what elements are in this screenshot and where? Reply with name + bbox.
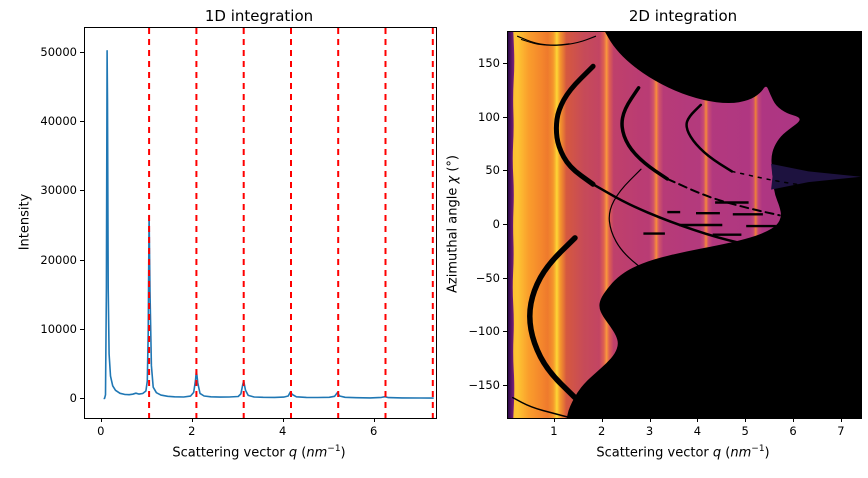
plot2d-xtick-2-mark — [649, 418, 651, 422]
plot2d-ytick-0-label: 150 — [478, 56, 500, 71]
plot2d-ytick-1-label: 100 — [478, 109, 500, 124]
plot1d-title: 1D integration — [204, 7, 314, 25]
plot2d-xtick-1-mark — [601, 418, 603, 422]
plot2d-ytick-4-label: −50 — [475, 270, 500, 285]
module-gap-arc-9 — [512, 396, 573, 418]
plot2d-axes — [507, 31, 862, 419]
module-gap-arc-3 — [620, 86, 670, 181]
plot1d-ytick-3-label: 30000 — [40, 183, 77, 198]
plot2d-xtick-2-label: 3 — [645, 424, 654, 438]
plot1d-xlabel: Scattering vector q (nm−1) — [172, 444, 346, 461]
plot2d-ytick-0-mark — [503, 63, 507, 65]
module-gap-arc-11 — [520, 39, 570, 46]
module-gap-arc-6 — [731, 170, 861, 194]
plot1d-ytick-1-label: 10000 — [40, 321, 77, 336]
plot2d-xtick-4-label: 5 — [741, 424, 749, 438]
plot2d-xtick-6-label: 7 — [837, 424, 845, 438]
plot2d-xtick-0-mark — [553, 418, 555, 422]
plot2d-xtick-0-label: 1 — [550, 424, 558, 438]
plot1d-xtick-0-mark — [100, 418, 102, 422]
plot2d-ytick-3-label: 0 — [492, 217, 500, 231]
beamstop-band — [508, 32, 515, 418]
module-gap-arc-5 — [685, 103, 734, 173]
plot2d-ytick-1-mark — [503, 116, 507, 118]
plot2d-xtick-3-label: 4 — [693, 424, 702, 438]
plot2d-ytick-2-mark — [503, 170, 507, 172]
module-gap-arc-7 — [608, 168, 644, 271]
plot1d-ytick-5-mark — [80, 51, 84, 53]
plot1d-xtick-1-mark — [191, 418, 193, 422]
plot2d-ytick-4-mark — [503, 277, 507, 279]
plot1d-xtick-3-label: 6 — [369, 424, 378, 438]
plot1d-ylabel: Intensity — [18, 194, 33, 251]
plot1d-axes — [84, 27, 437, 419]
plot2d-xtick-5-label: 6 — [789, 424, 797, 438]
plot2d-xtick-4-mark — [745, 418, 747, 422]
plot2d-title: 2D integration — [628, 7, 738, 25]
plot1d-xtick-1-label: 2 — [188, 424, 196, 438]
plot1d-ytick-3-mark — [80, 190, 84, 192]
plot2d-xtick-3-mark — [697, 418, 699, 422]
plot1d-ytick-0-label: 0 — [69, 390, 77, 405]
module-gap-arc-1 — [553, 63, 596, 187]
module-gap-arc-2 — [591, 183, 762, 249]
plot1d-xtick-2-mark — [282, 418, 284, 422]
plot2d-ytick-6-mark — [503, 384, 507, 386]
plot1d-xtick-2-label: 4 — [279, 424, 287, 438]
plot2d-ytick-5-mark — [503, 331, 507, 333]
ylabel-text: Intensity — [17, 193, 33, 251]
plot1d-ytick-1-mark — [80, 328, 84, 330]
plot2d-ytick-6-label: −150 — [468, 377, 500, 392]
plot1d-ytick-0-mark — [80, 397, 84, 399]
plot2d-xtick-6-mark — [840, 418, 842, 422]
plot2d-xtick-5-mark — [793, 418, 795, 422]
plot2d-xtick-1-label: 2 — [598, 424, 606, 438]
module-gap-arc-8 — [527, 235, 578, 401]
plot2d-ytick-3-mark — [503, 224, 507, 225]
plot2d-canvas — [508, 32, 861, 418]
plot2d-ytick-2-label: 50 — [485, 163, 500, 178]
plot1d-ytick-4-label: 40000 — [40, 114, 77, 129]
plot2d-ytick-5-label: −100 — [468, 324, 500, 339]
plot1d-ytick-4-mark — [80, 121, 84, 123]
plot1d-ytick-5-label: 50000 — [40, 44, 77, 59]
plot1d-xtick-3-mark — [373, 418, 375, 422]
ring-stripe-1 — [547, 32, 567, 418]
detector-mask — [566, 32, 861, 418]
plot1d-ytick-2-label: 20000 — [40, 252, 77, 267]
plot2d-xlabel: Scattering vector q (nm−1) — [596, 444, 770, 461]
intensity-curve — [103, 50, 434, 400]
plot1d-xtick-0-label: 0 — [97, 424, 105, 438]
plot1d-canvas — [103, 28, 434, 418]
plot2d-ylabel: Azimuthal angle χ (°) — [445, 155, 461, 293]
plot1d-ytick-2-mark — [80, 259, 84, 261]
